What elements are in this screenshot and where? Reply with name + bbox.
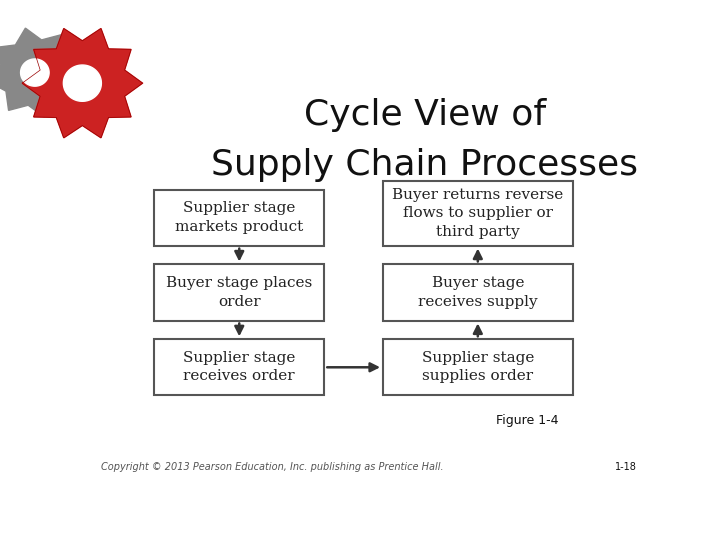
Bar	[154, 339, 324, 395]
Text: Buyer stage
receives supply: Buyer stage receives supply	[418, 276, 538, 309]
Bar	[383, 181, 572, 246]
Bar	[154, 265, 324, 321]
Polygon shape	[22, 29, 143, 138]
Text: Figure 1-4: Figure 1-4	[496, 414, 559, 427]
Text: Buyer returns reverse
flows to supplier or
third party: Buyer returns reverse flows to supplier …	[392, 188, 564, 239]
Bar	[154, 190, 324, 246]
Polygon shape	[0, 28, 81, 117]
Text: Supplier stage
supplies order: Supplier stage supplies order	[422, 351, 534, 383]
Text: Copyright © 2013 Pearson Education, Inc. publishing as Prentice Hall.: Copyright © 2013 Pearson Education, Inc.…	[101, 462, 444, 472]
Text: 1-18: 1-18	[615, 462, 637, 472]
Polygon shape	[21, 59, 49, 86]
Polygon shape	[63, 65, 102, 102]
Text: Cycle View of: Cycle View of	[304, 98, 546, 132]
Text: Buyer stage places
order: Buyer stage places order	[166, 276, 312, 309]
Bar	[383, 339, 572, 395]
Text: Supplier stage
markets product: Supplier stage markets product	[175, 201, 303, 234]
Text: Supply Chain Processes: Supply Chain Processes	[211, 147, 639, 181]
Bar	[383, 265, 572, 321]
Text: Supplier stage
receives order: Supplier stage receives order	[183, 351, 295, 383]
